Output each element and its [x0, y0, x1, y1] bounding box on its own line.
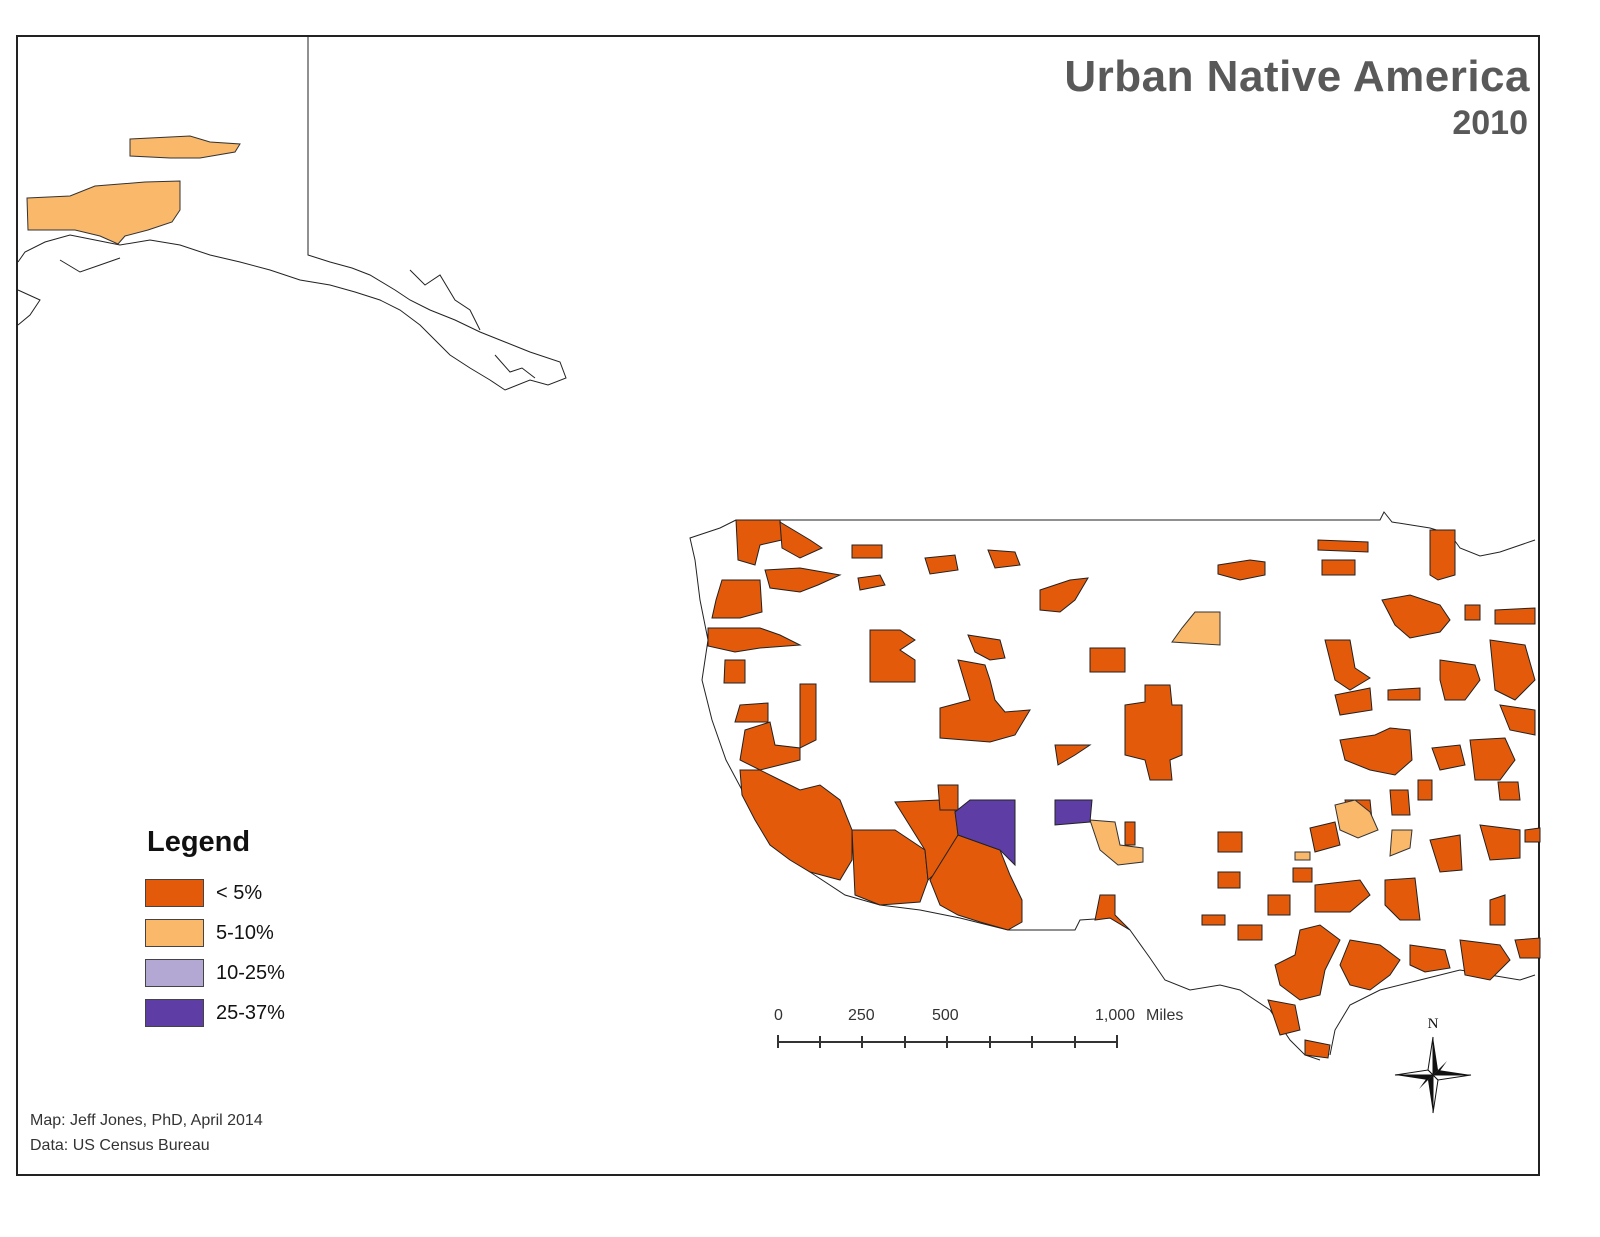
scale-unit: Miles: [1146, 1007, 1184, 1024]
scale-label-1000: 1,000: [1095, 1007, 1136, 1024]
legend-item-10-25: 10-25%: [145, 958, 285, 988]
legend-item-25-37: 25-37%: [145, 998, 285, 1028]
compass-icon: [1394, 1036, 1472, 1114]
counties-5-10pct: [1089, 611, 1413, 866]
map-credit: Map: Jeff Jones, PhD, April 2014: [30, 1112, 263, 1129]
legend-swatch: [145, 959, 204, 987]
map-subtitle: 2010: [1452, 104, 1528, 142]
alaska-region-west: [26, 180, 181, 245]
north-label: N: [1428, 1016, 1439, 1032]
counties-under-5pct: [707, 519, 1541, 1059]
legend-swatch: [145, 999, 204, 1027]
scale-label-0: 0: [774, 1007, 783, 1024]
alaska-outline: [17, 37, 567, 391]
alaska-region-north: [129, 135, 241, 159]
scale-bar: [777, 1035, 1118, 1048]
legend-swatch: [145, 919, 204, 947]
legend-label: 25-37%: [216, 1001, 285, 1024]
map-title: Urban Native America: [1064, 52, 1530, 101]
scale-label-500: 500: [932, 1007, 959, 1024]
legend-swatch: [145, 879, 204, 907]
legend-label: 10-25%: [216, 961, 285, 984]
counties-25-37pct: [954, 799, 1093, 867]
data-credit: Data: US Census Bureau: [30, 1137, 210, 1154]
legend-item-5-10: 5-10%: [145, 918, 274, 948]
scale-label-250: 250: [848, 1007, 875, 1024]
legend-label: 5-10%: [216, 921, 274, 944]
legend-label: < 5%: [216, 881, 263, 904]
legend-item-under-5: < 5%: [145, 878, 262, 908]
legend-title: Legend: [147, 826, 251, 858]
